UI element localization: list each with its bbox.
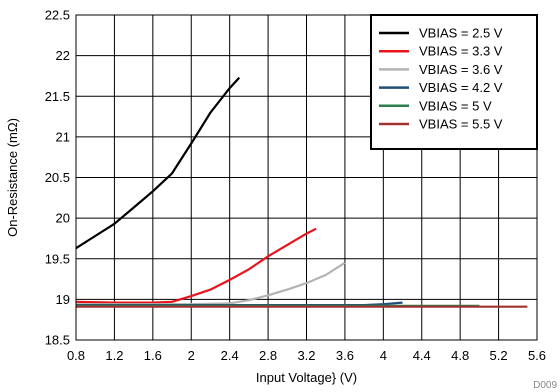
x-tick-label: 4.4 — [413, 348, 431, 363]
legend-label: VBIAS = 3.3 V — [419, 44, 503, 59]
y-axis-title: On-Resistance (mΩ) — [5, 118, 20, 237]
legend-label: VBIAS = 5.5 V — [419, 117, 503, 132]
legend-label: VBIAS = 3.6 V — [419, 62, 503, 77]
x-tick-label: 5.2 — [490, 348, 508, 363]
y-tick-label: 21.5 — [45, 89, 70, 104]
x-tick-label: 0.8 — [67, 348, 85, 363]
legend-label: VBIAS = 2.5 V — [419, 26, 503, 41]
y-tick-labels: 18.5 19 19.5 20 20.5 21 21.5 22 22.5 — [45, 8, 70, 348]
x-tick-label: 3.6 — [336, 348, 354, 363]
legend-label: VBIAS = 5 V — [419, 98, 492, 113]
figure-id: D009 — [533, 380, 557, 391]
x-tick-label: 4.8 — [451, 348, 469, 363]
y-tick-label: 19.5 — [45, 251, 70, 266]
y-tick-label: 18.5 — [45, 333, 70, 348]
legend-box — [370, 14, 538, 150]
x-tick-label: 3.2 — [297, 348, 315, 363]
y-tick-label: 21 — [56, 129, 70, 144]
x-tick-label: 1.2 — [105, 348, 123, 363]
x-tick-label: 1.6 — [144, 348, 162, 363]
x-tick-labels: 0.8 1.2 1.6 2 2.4 2.8 3.2 3.6 4 4.4 4.8 5.2 5.6 — [67, 348, 546, 363]
series-line — [75, 76, 241, 250]
y-tick-label: 19 — [56, 292, 70, 307]
x-axis-title: Input Voltage} (V) — [256, 370, 357, 385]
y-tick-label: 20.5 — [45, 170, 70, 185]
x-tick-label: 4 — [380, 348, 387, 363]
legend-label: VBIAS = 4.2 V — [419, 80, 503, 95]
y-tick-label: 20 — [56, 211, 70, 226]
x-tick-label: 2.4 — [221, 348, 239, 363]
x-tick-label: 2.8 — [259, 348, 277, 363]
x-tick-label: 2 — [188, 348, 195, 363]
series-line — [75, 227, 317, 304]
series-lines — [75, 76, 528, 308]
legend: VBIAS = 2.5 V VBIAS = 3.3 V VBIAS = 3.6 V V… — [370, 14, 538, 150]
plot-frame — [75, 14, 538, 341]
x-tick-label: 5.6 — [528, 348, 546, 363]
series-line — [76, 261, 346, 306]
y-tick-label: 22 — [56, 48, 70, 63]
y-tick-label: 22.5 — [45, 8, 70, 23]
